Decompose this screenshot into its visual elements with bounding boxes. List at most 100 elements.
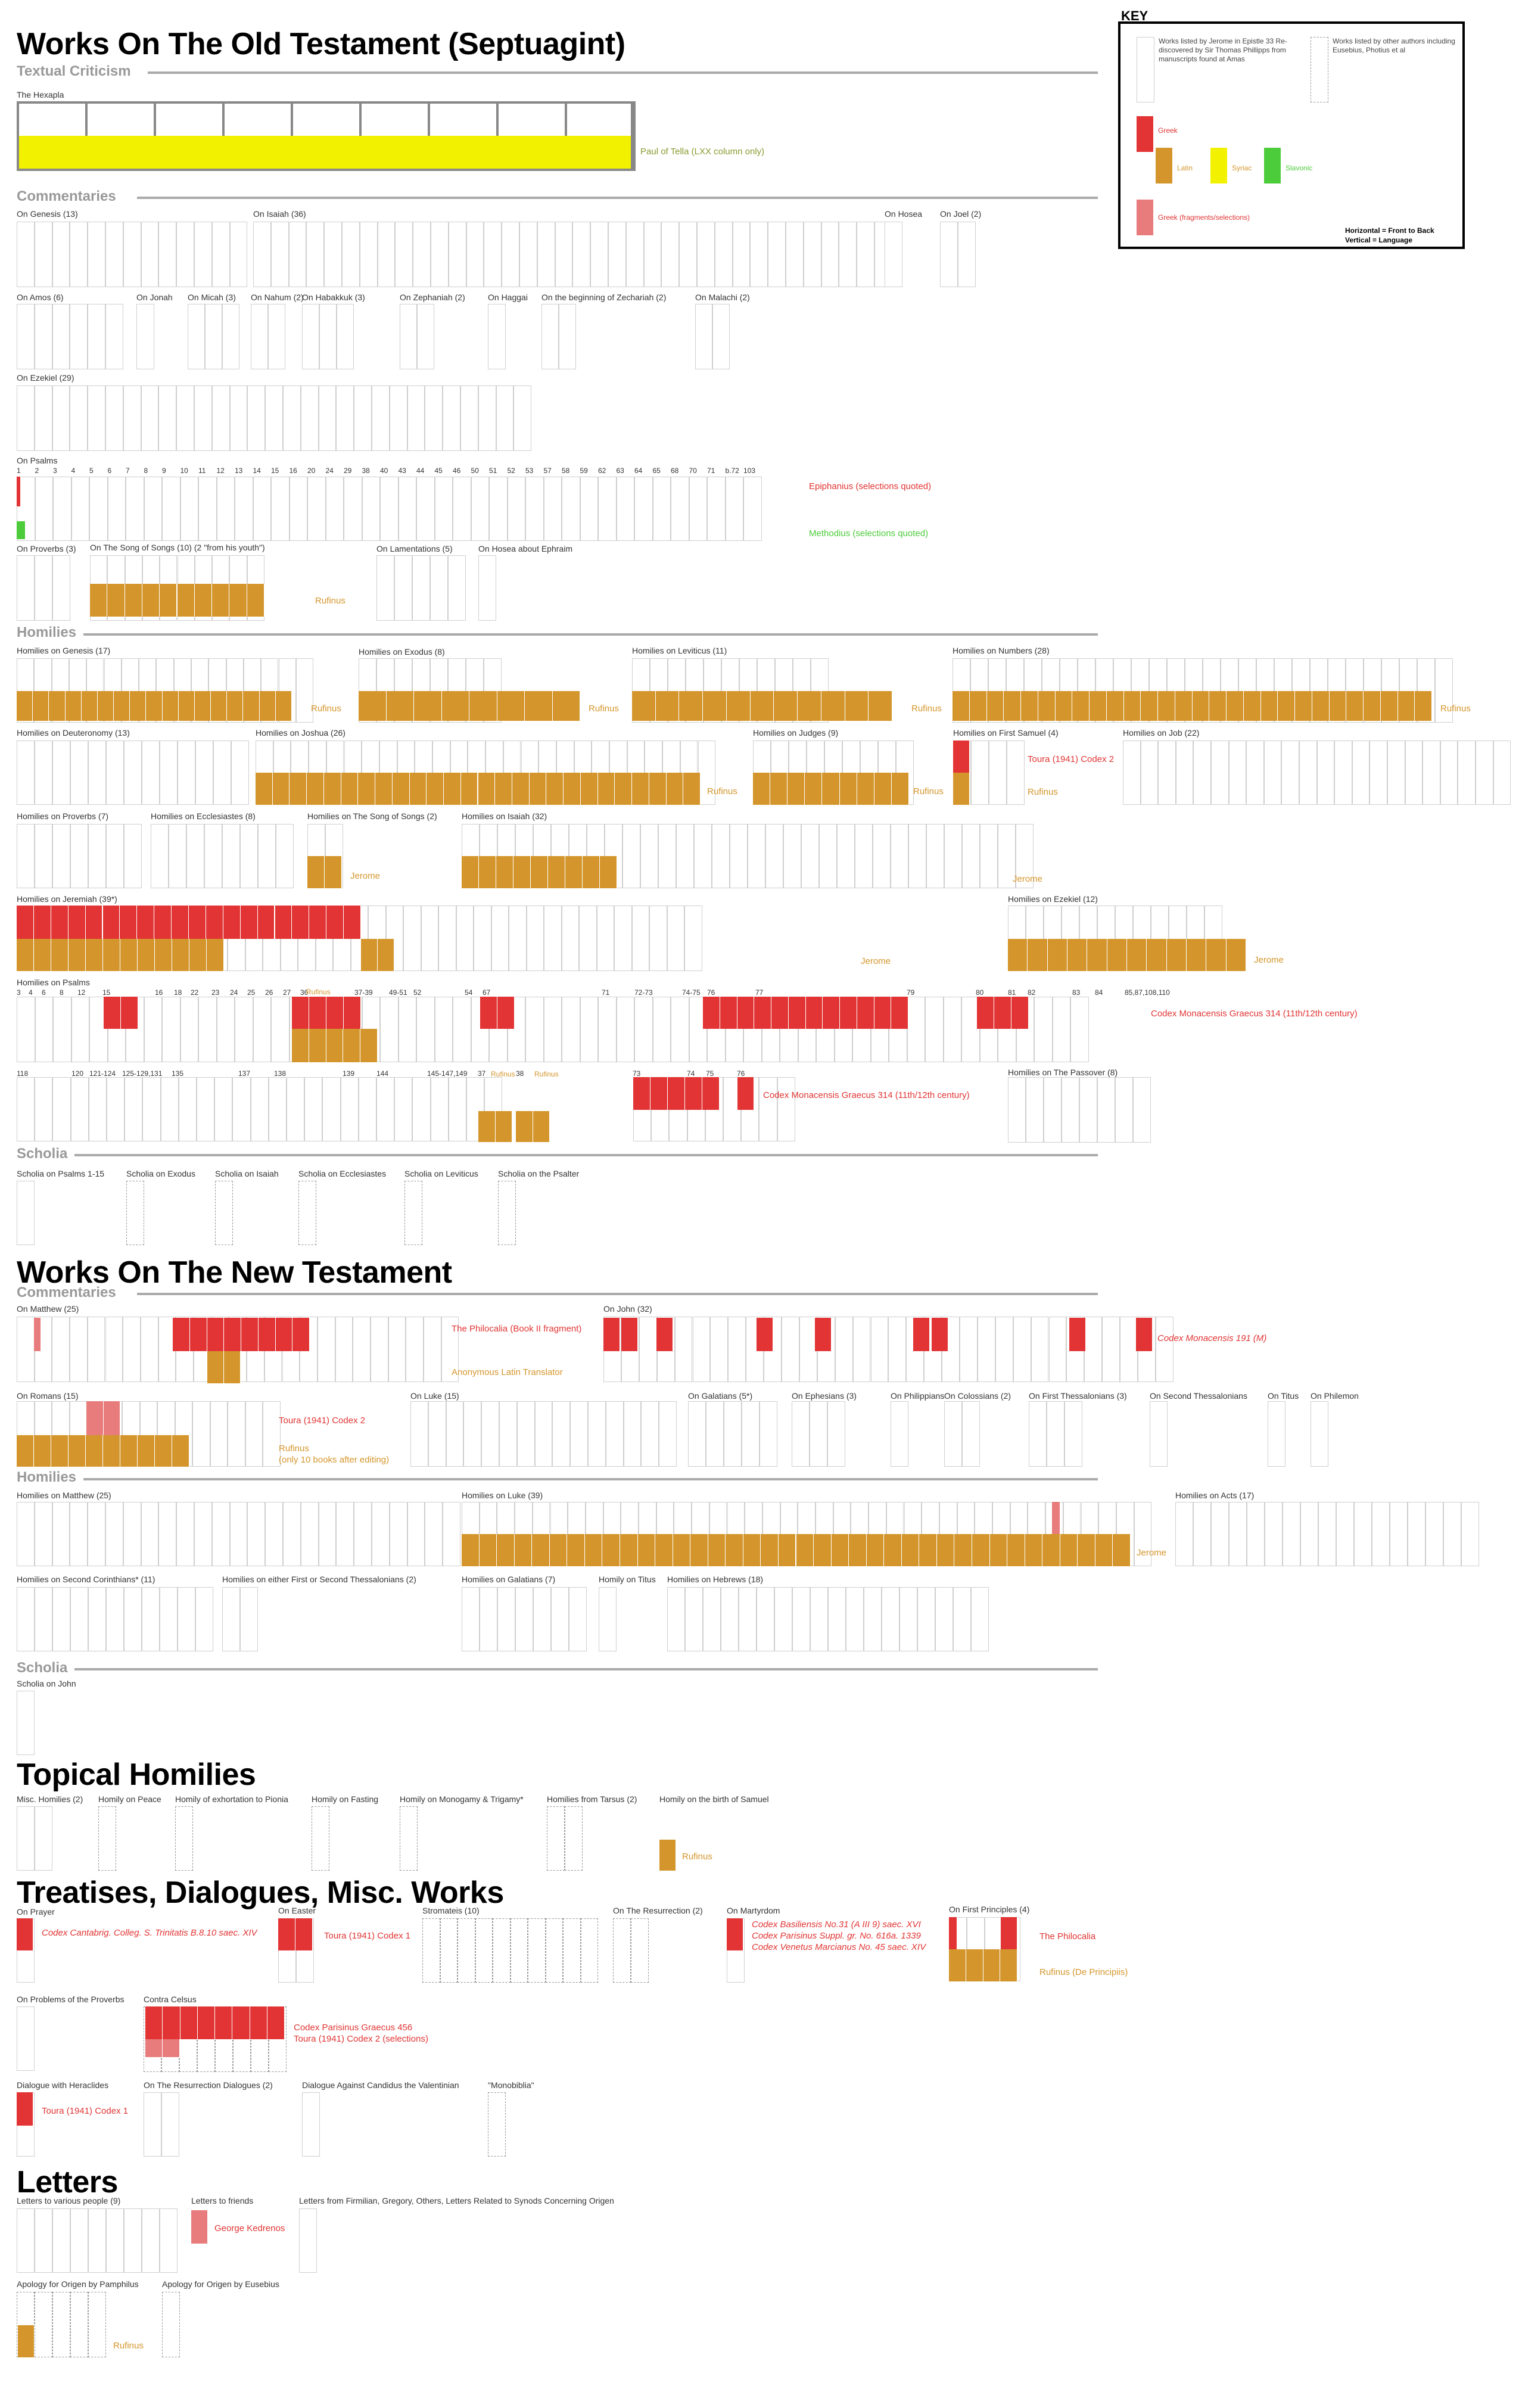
book-column [977,1317,995,1382]
book-column [17,222,35,287]
book-column [580,997,598,1062]
latin-fill [478,773,496,805]
greek-fill [344,906,361,939]
latin-fill [189,939,207,971]
book-column [757,1587,774,1651]
section-rule [83,633,1098,636]
work-label: Contra Celsus [144,1995,197,2004]
book-column [70,222,88,287]
book-column [376,1077,395,1141]
book-column [160,1077,179,1141]
work-label: Homilies on Galatians (7) [462,1575,556,1584]
book-column [962,824,980,888]
book-column [52,1077,71,1141]
book-column [53,997,71,1062]
greek-fill [1069,1318,1086,1351]
latin-fill [949,1949,966,1981]
book-column [622,824,640,888]
book-column [732,222,751,287]
book-column [1390,1502,1408,1566]
psalm-number: 1 [17,466,21,475]
book-column [953,1587,971,1651]
latin-fill [673,1534,691,1566]
latin-fill [495,773,512,805]
book-column [466,222,484,287]
greek-fill [104,997,121,1029]
book-column [289,477,307,541]
book-column [398,997,416,1062]
greek-fill [874,997,892,1029]
greek-fill [173,1318,190,1351]
book-column [229,1502,248,1566]
book-column [1334,741,1352,805]
book-column [580,477,598,541]
book-column [211,385,230,451]
book-column [792,1587,810,1651]
book-column [160,741,178,805]
psalm-number: 135 [172,1069,184,1078]
psalm-number: 72-73 [634,988,653,997]
greek-fill [224,1318,241,1351]
psalm-number: 68 [671,466,679,475]
book-column [106,2208,124,2273]
greek-fill [241,1318,259,1351]
book-column [124,1077,143,1141]
note-toura-codex1: Toura (1941) Codex 1 [324,1931,411,1941]
work-label: On Galatians (5*) [688,1391,753,1401]
greek-fill [121,997,138,1029]
latin-fill [178,691,195,721]
latin-fill [743,1534,761,1566]
book-column [88,741,106,805]
book-column [765,824,783,888]
book-column [304,1077,323,1141]
book-column [1372,1502,1390,1566]
book-column [857,222,874,287]
latin-fill [580,773,598,805]
latin-fill [138,1435,155,1467]
book-column [961,997,980,1062]
book-column [962,1401,980,1467]
book-column [268,1077,287,1141]
psalm-number: b.72 [725,466,739,475]
psalm-number: 65 [652,466,661,475]
work-label: On Luke (15) [410,1391,459,1401]
latin-fill [1346,691,1364,721]
work-label: On First Thessalonians (3) [1029,1391,1127,1401]
book-column [270,222,289,287]
latin-fill [953,691,970,721]
book-column [376,555,394,621]
book-column [533,1587,551,1651]
psalm-number: 14 [253,466,261,475]
work-label: Apology for Origen by Pamphilus [17,2279,139,2289]
book-column [253,997,271,1062]
latin-fill [1209,691,1227,721]
book-column [1120,1317,1138,1382]
latin-fill [969,691,987,721]
work-label: Homilies on Luke (39) [462,1491,543,1500]
book-column [52,1502,70,1566]
book-column [688,1401,706,1467]
book-column [1155,1317,1174,1382]
note-cantabrig: Codex Cantabrig. Colleg. S. Trinitatis B… [42,1928,257,1938]
latin-fill [103,1435,120,1467]
book-column [176,222,194,287]
latin-fill [90,584,108,617]
book-column [372,1502,390,1566]
book-column [162,2292,180,2357]
latin-fill [172,939,189,971]
latin-fill [814,1534,832,1566]
book-column [1016,824,1034,888]
psalm-number: 77 [755,988,764,997]
book-column [478,555,496,621]
key-fragments-swatch [1137,200,1153,235]
book-column [34,385,52,451]
book-column [421,906,438,971]
book-column [413,222,431,287]
note-jerome: Jerome [861,956,891,966]
book-column [652,477,671,541]
book-column [671,477,689,541]
book-column [446,1401,464,1467]
book-column [144,997,162,1062]
book-column [695,304,712,369]
book-column [88,2208,106,2273]
